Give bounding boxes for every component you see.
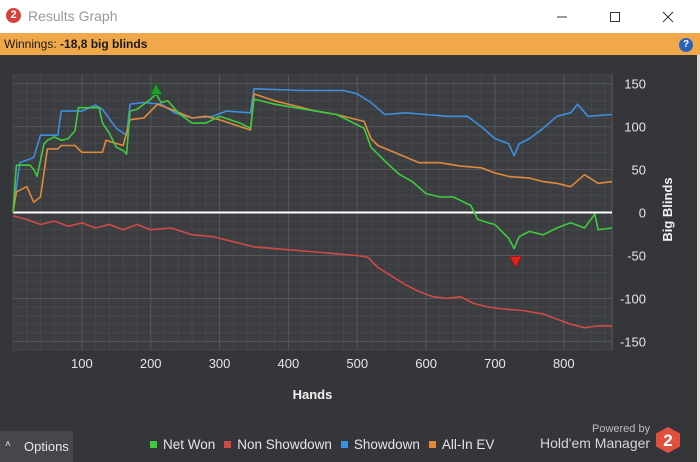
- options-label: Options: [24, 439, 69, 454]
- help-icon[interactable]: ?: [679, 38, 693, 52]
- holdem-manager-logo: 2: [656, 427, 680, 453]
- minimize-button[interactable]: [539, 0, 585, 33]
- legend-label: All-In EV: [441, 436, 495, 452]
- results-chart: 100 200 300 400 500 600 700 800150100500-50-100…: [12, 74, 675, 402]
- window-title: Results Graph: [28, 8, 118, 24]
- y-tick-label: 100: [624, 120, 646, 135]
- winnings-value: -18,8 big blinds: [60, 37, 148, 51]
- options-button[interactable]: ˄ Options: [0, 431, 73, 462]
- y-tick-label: -100: [620, 291, 646, 306]
- winnings-summary: Winnings: -18,8 big blinds: [4, 37, 147, 51]
- chart-legend: Net Won Non Showdown Showdown All-In EV: [150, 435, 503, 453]
- legend-item[interactable]: Non Showdown: [224, 437, 332, 452]
- legend-swatch: [340, 440, 348, 448]
- winnings-label: Winnings:: [4, 37, 57, 51]
- maximize-icon: [610, 11, 620, 22]
- series-line-all-in-ev: [12, 93, 613, 213]
- legend-swatch: [150, 440, 157, 448]
- y-tick-label: 150: [624, 77, 646, 92]
- maximize-button[interactable]: [592, 0, 638, 33]
- chart-panel: 100 200 300 400 500 600 700 800 150 100 50 0 -50 -100…: [0, 55, 697, 462]
- chevron-up-icon: ˄: [5, 439, 11, 450]
- app-logo-icon: 2: [6, 8, 21, 23]
- x-tick-label: 200: [140, 356, 162, 371]
- legend-label: Non Showdown: [237, 436, 332, 452]
- x-tick-label: 300: [209, 356, 231, 371]
- legend-item[interactable]: Showdown: [340, 436, 420, 452]
- x-tick-label: 700: [484, 356, 506, 371]
- x-tick-label: 800: [553, 356, 575, 371]
- y-axis-label: Big Blinds: [660, 177, 675, 241]
- close-button[interactable]: [645, 0, 691, 33]
- x-tick-label: 400: [278, 356, 300, 371]
- legend-label: Showdown: [353, 436, 420, 452]
- product-name: Hold'em Manager: [540, 435, 651, 451]
- legend-label: Net Won: [163, 436, 216, 452]
- legend-swatch: [428, 440, 436, 448]
- legend-swatch: [224, 440, 232, 448]
- x-tick-label: 500: [346, 356, 368, 371]
- close-icon: [662, 11, 674, 22]
- series-line-non-showdown: [12, 215, 612, 329]
- title-bar: 2 Results Graph: [0, 0, 700, 33]
- winnings-bar: Winnings: -18,8 big blinds: [0, 33, 700, 55]
- max-marker: [149, 82, 163, 96]
- y-tick-label: 0: [639, 206, 646, 221]
- minimize-icon: [557, 16, 567, 17]
- y-tick-label: 50: [632, 163, 646, 178]
- y-tick-label: -50: [627, 248, 646, 263]
- y-tick-label: -150: [620, 334, 646, 349]
- legend-item[interactable]: Net Won: [150, 437, 215, 452]
- powered-by-label: Powered by: [592, 423, 651, 435]
- logo-glyph: 2: [663, 431, 672, 450]
- x-axis-label: Hands: [293, 387, 333, 402]
- x-tick-label: 100: [71, 356, 93, 371]
- series-line-net-won: [12, 93, 613, 250]
- x-tick-label: 600: [415, 356, 437, 371]
- legend-item[interactable]: All-In EV: [428, 436, 495, 452]
- min-marker: [508, 256, 523, 269]
- series-line-showdown: [12, 87, 613, 213]
- window-edge: [697, 55, 700, 462]
